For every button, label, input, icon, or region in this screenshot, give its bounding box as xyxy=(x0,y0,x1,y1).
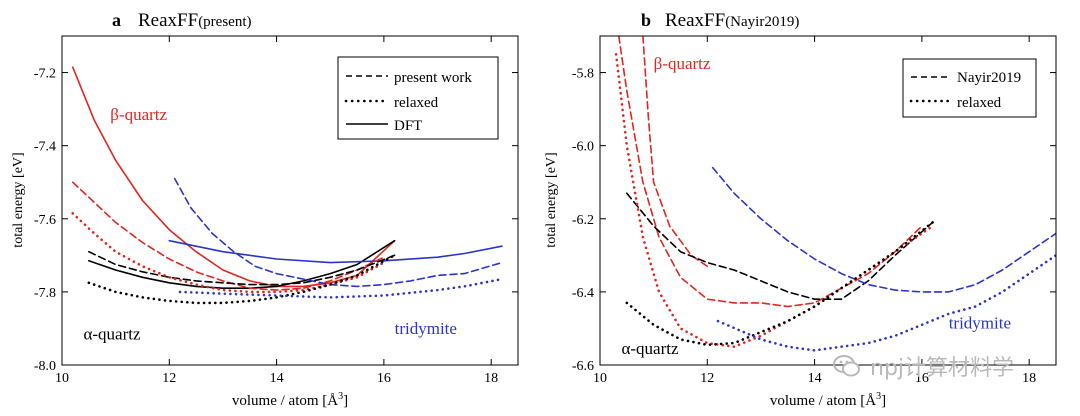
x-tick-label: 14 xyxy=(270,371,284,386)
series-line-dotted xyxy=(614,52,934,349)
y-tick-label: -6.6 xyxy=(572,359,594,374)
series-line-dashed xyxy=(711,166,1056,293)
panel-a-xlabel: volume / atom [Å3] xyxy=(232,391,348,409)
x-tick-label: 16 xyxy=(377,371,391,386)
panel-a-letter: a xyxy=(112,10,121,30)
panel-b-letter: b xyxy=(641,10,651,30)
panel-a-title-sub: (present) xyxy=(198,14,251,30)
panel-a-plot: 10 12 14 16 18 -8.0 -7.8 -7.6 -7.4 -7.2 β-quartz α-… xyxy=(34,36,518,386)
x-tick-label: 18 xyxy=(484,371,498,386)
annotation-label: tridymite xyxy=(949,313,1011,332)
y-tick-label: -7.4 xyxy=(34,140,56,155)
panel-a-title-main: ReaxFF xyxy=(138,10,198,31)
series-line-dashed xyxy=(71,181,385,291)
panel-b-legend: Nayir2019 relaxed xyxy=(902,58,1037,118)
x-tick-label: 12 xyxy=(162,371,176,386)
series-line-solid xyxy=(88,239,396,290)
panel-a: a ReaxFF(present) total energy [eV] volu… xyxy=(11,10,519,409)
panel-a-frame xyxy=(61,35,519,366)
x-tick-label: 16 xyxy=(915,371,929,386)
watermark: npj计算材料学 xyxy=(832,350,1014,382)
series-line-solid xyxy=(168,239,503,264)
legend-label-present-work: present work xyxy=(394,70,472,86)
legend-label-dft: DFT xyxy=(394,118,422,134)
series-line-dotted xyxy=(625,221,934,347)
series-line-dashed xyxy=(625,192,934,301)
y-tick-label: -7.2 xyxy=(34,67,56,82)
annotation-label: α-quartz xyxy=(83,324,140,343)
watermark-text: npj计算材料学 xyxy=(870,356,1015,381)
y-tick-label: -6.2 xyxy=(572,213,594,228)
y-tick-label: -8.0 xyxy=(34,359,56,374)
panel-b-legend-box xyxy=(902,58,1037,118)
panel-b-plot: 10 12 14 16 18 -6.6 -6.4 -6.2 -6.0 -5.8 β-quartz α-… xyxy=(572,36,1056,386)
x-tick-label: 14 xyxy=(808,371,822,386)
x-tick-label: 10 xyxy=(593,371,607,386)
panel-a-ylabel: total energy [eV] xyxy=(11,152,26,247)
series-line-dotted xyxy=(87,254,396,305)
series-line-dashed xyxy=(173,177,503,288)
annotation-label: α-quartz xyxy=(621,339,678,358)
y-tick-label: -6.4 xyxy=(572,286,594,301)
series-line-dashed xyxy=(617,36,923,308)
annotation-label: β-quartz xyxy=(654,54,711,73)
panel-b-xlabel: volume / atom [Å3] xyxy=(770,391,886,409)
series-line-dotted xyxy=(716,254,1056,352)
panel-a-legend: present work relaxed DFT xyxy=(337,56,499,140)
y-tick-label: -7.8 xyxy=(34,286,56,301)
panel-a-legend-box xyxy=(337,56,499,140)
y-tick-label: -7.6 xyxy=(34,213,56,228)
legend-label-relaxed: relaxed xyxy=(394,95,439,111)
wechat-bubble-icon xyxy=(833,355,860,377)
series-line-solid xyxy=(71,66,396,288)
x-tick-label: 10 xyxy=(55,371,69,386)
panel-b-title-sub: (Nayir2019) xyxy=(725,14,799,30)
series-line-dotted xyxy=(178,277,504,299)
panel-b: b ReaxFF(Nayir2019) total energy [eV] vo… xyxy=(544,10,1057,409)
annotation-label: β-quartz xyxy=(110,105,167,124)
y-tick-label: -6.0 xyxy=(572,140,594,155)
x-tick-label: 18 xyxy=(1022,371,1036,386)
x-tick-label: 12 xyxy=(700,371,714,386)
panel-b-title-main: ReaxFF xyxy=(665,10,725,31)
legend-label-nayir2019: Nayir2019 xyxy=(957,70,1021,86)
panel-b-frame xyxy=(599,35,1057,366)
panel-b-ylabel: total energy [eV] xyxy=(544,152,559,247)
y-tick-label: -5.8 xyxy=(572,67,594,82)
panel-a-title: ReaxFF(present) xyxy=(138,10,252,31)
annotation-label: tridymite xyxy=(395,319,457,338)
panel-b-title: ReaxFF(Nayir2019) xyxy=(665,10,799,31)
legend-label-relaxed: relaxed xyxy=(957,95,1002,111)
